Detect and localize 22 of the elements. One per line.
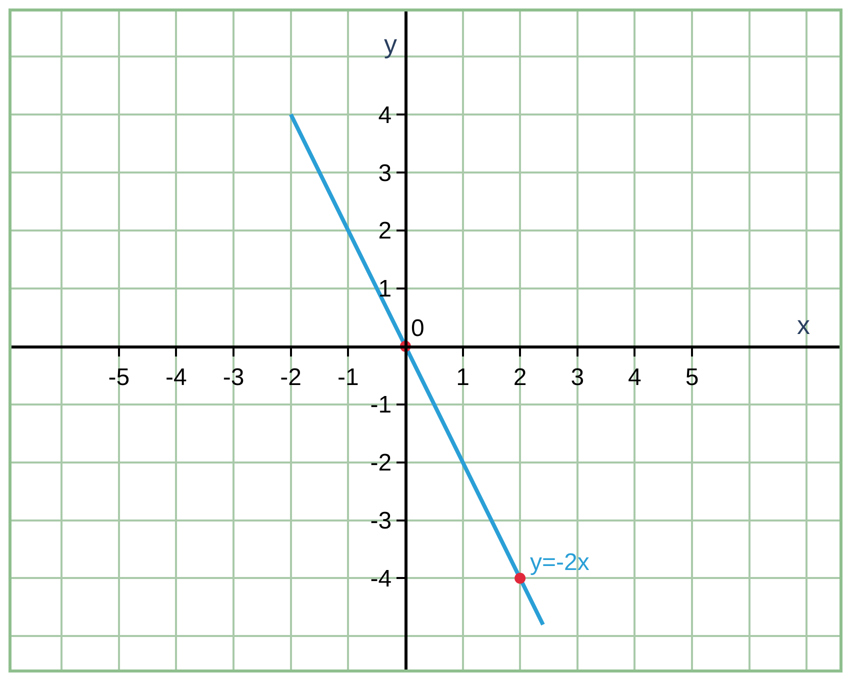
x-tick-label: -4 xyxy=(166,364,187,392)
x-tick-label: 1 xyxy=(456,364,470,392)
y-tick-label: 4 xyxy=(378,102,392,129)
y-tick-label: -2 xyxy=(370,450,392,477)
y-tick-label: 3 xyxy=(378,160,392,187)
x-tick-label: 3 xyxy=(570,364,584,392)
x-tick-label: 4 xyxy=(628,364,642,392)
y-tick-label: -4 xyxy=(370,566,392,593)
x-axis-title: x xyxy=(797,310,810,340)
x-tick-label: -3 xyxy=(222,364,244,392)
x-tick-label: -2 xyxy=(280,364,302,392)
x-tick-label: -5 xyxy=(108,364,130,392)
y-tick-label: 2 xyxy=(378,218,392,245)
series-label: y=-2x xyxy=(530,549,590,576)
x-tick-label: 2 xyxy=(513,364,527,392)
y-tick-label: -3 xyxy=(370,508,392,535)
annotation: 0 xyxy=(411,315,424,342)
y-tick-label: -1 xyxy=(370,392,392,419)
x-tick-label: -1 xyxy=(337,364,359,392)
x-tick-label: 5 xyxy=(685,364,699,392)
y-axis-title: y xyxy=(384,29,397,59)
y-tick-label: 1 xyxy=(378,276,392,303)
